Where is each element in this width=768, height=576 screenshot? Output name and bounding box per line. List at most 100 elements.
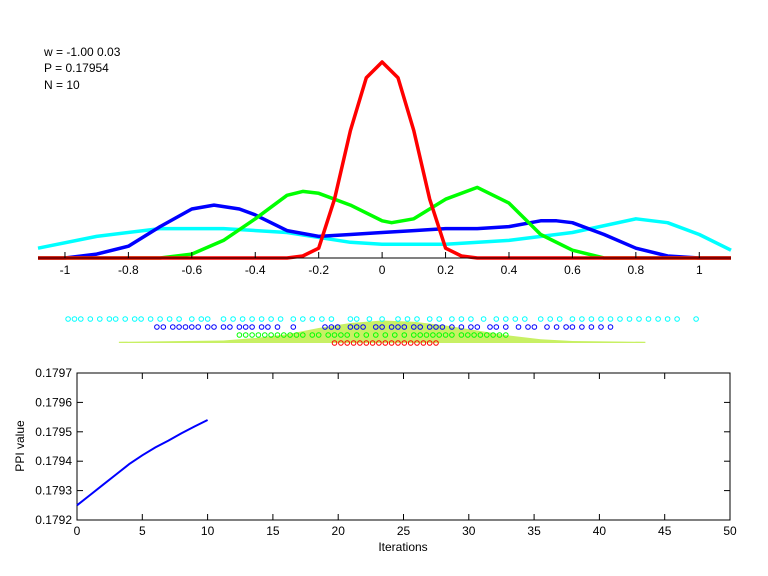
sample-marker xyxy=(598,316,604,322)
sample-marker xyxy=(347,316,354,322)
y-axis-label: PPI value xyxy=(13,420,27,472)
sample-marker xyxy=(388,340,395,346)
sample-marker xyxy=(395,340,401,346)
sample-marker xyxy=(503,324,509,330)
sample-marker xyxy=(468,316,474,322)
sample-marker xyxy=(487,324,493,330)
sample-marker xyxy=(480,316,487,322)
x-tick-label: 0.4 xyxy=(501,263,518,277)
sample-marker xyxy=(331,340,338,346)
sample-marker xyxy=(569,316,576,322)
sample-marker xyxy=(493,324,500,330)
sample-marker xyxy=(239,316,246,322)
sample-marker xyxy=(373,324,379,330)
sample-marker xyxy=(636,316,642,322)
sample-marker xyxy=(468,324,474,330)
sample-marker xyxy=(255,332,262,338)
sample-marker xyxy=(493,316,500,322)
x-tick-label: 15 xyxy=(266,524,280,538)
x-tick-label: 0 xyxy=(379,263,386,277)
sample-marker xyxy=(236,332,243,338)
sample-marker xyxy=(344,332,351,338)
sample-marker xyxy=(357,340,363,346)
sample-marker xyxy=(433,324,439,330)
sample-marker xyxy=(426,316,433,322)
density-curve-2 xyxy=(38,185,731,260)
sample-marker xyxy=(211,324,217,330)
sample-marker xyxy=(512,316,519,322)
sample-marker xyxy=(309,316,316,322)
sample-marker xyxy=(170,324,176,330)
sample-marker xyxy=(325,332,332,338)
x-tick-label: 30 xyxy=(462,524,476,538)
ppi-annotation: P = 0.17954 xyxy=(44,61,109,75)
sample-marker xyxy=(338,332,344,338)
sample-marker xyxy=(236,324,243,330)
sample-marker xyxy=(287,332,293,338)
sample-marker xyxy=(277,316,284,322)
sample-marker xyxy=(436,316,443,322)
n-annotation: N = 10 xyxy=(44,78,80,92)
sample-marker xyxy=(392,332,398,338)
sample-marker xyxy=(588,324,595,330)
sample-marker xyxy=(258,316,265,322)
sample-marker xyxy=(112,316,119,322)
sample-marker xyxy=(220,316,227,322)
x-tick-label: 25 xyxy=(397,524,411,538)
x-tick-label: -1 xyxy=(60,263,71,277)
sample-marker xyxy=(160,324,167,330)
y-tick-label: 0.1792 xyxy=(35,513,72,527)
sample-marker xyxy=(433,340,439,346)
sample-marker xyxy=(607,316,614,322)
sample-marker xyxy=(414,340,420,346)
sample-marker xyxy=(350,340,357,346)
sample-marker xyxy=(693,316,699,322)
sample-marker xyxy=(281,332,287,338)
sample-marker xyxy=(503,316,509,322)
sample-marker xyxy=(242,332,249,338)
sample-marker xyxy=(249,332,255,338)
sample-marker xyxy=(417,324,424,330)
sample-marker xyxy=(477,332,484,338)
sample-marker xyxy=(579,316,585,322)
sample-marker xyxy=(579,324,585,330)
sample-marker xyxy=(617,316,623,322)
y-tick-label: 0.1794 xyxy=(35,454,72,468)
sample-marker xyxy=(420,340,427,346)
x-tick-label: 1 xyxy=(696,263,703,277)
sample-marker xyxy=(265,324,271,330)
axes-box xyxy=(76,372,731,521)
sample-marker xyxy=(382,340,389,346)
sample-marker xyxy=(328,316,335,322)
sample-marker xyxy=(674,316,680,322)
sample-marker xyxy=(401,332,408,338)
sample-marker xyxy=(78,316,84,322)
y-tick-label: 0.1796 xyxy=(35,395,72,409)
sample-marker xyxy=(300,316,306,322)
density-curve-3 xyxy=(38,60,731,260)
sample-marker xyxy=(442,332,449,338)
x-tick-label: 45 xyxy=(658,524,672,538)
sample-marker xyxy=(293,332,300,338)
x-tick-label: -0.4 xyxy=(245,263,266,277)
sample-marker xyxy=(195,324,201,330)
x-tick-label: 40 xyxy=(593,524,607,538)
sample-marker xyxy=(426,324,433,330)
sample-strip xyxy=(65,316,699,346)
x-tick-label: 0.2 xyxy=(437,263,454,277)
sample-marker xyxy=(189,324,195,330)
x-axis-label: Iterations xyxy=(378,540,427,554)
sample-marker xyxy=(556,316,563,322)
sample-marker xyxy=(347,324,354,330)
sample-marker xyxy=(449,332,455,338)
sample-marker xyxy=(426,340,433,346)
sample-marker xyxy=(458,332,465,338)
sample-marker xyxy=(547,316,554,322)
sample-marker xyxy=(227,324,233,330)
density-curve-1 xyxy=(38,203,731,260)
sample-marker xyxy=(458,316,465,322)
sample-marker xyxy=(131,316,138,322)
sample-marker xyxy=(373,332,379,338)
sample-marker xyxy=(496,332,503,338)
sample-marker xyxy=(363,332,370,338)
